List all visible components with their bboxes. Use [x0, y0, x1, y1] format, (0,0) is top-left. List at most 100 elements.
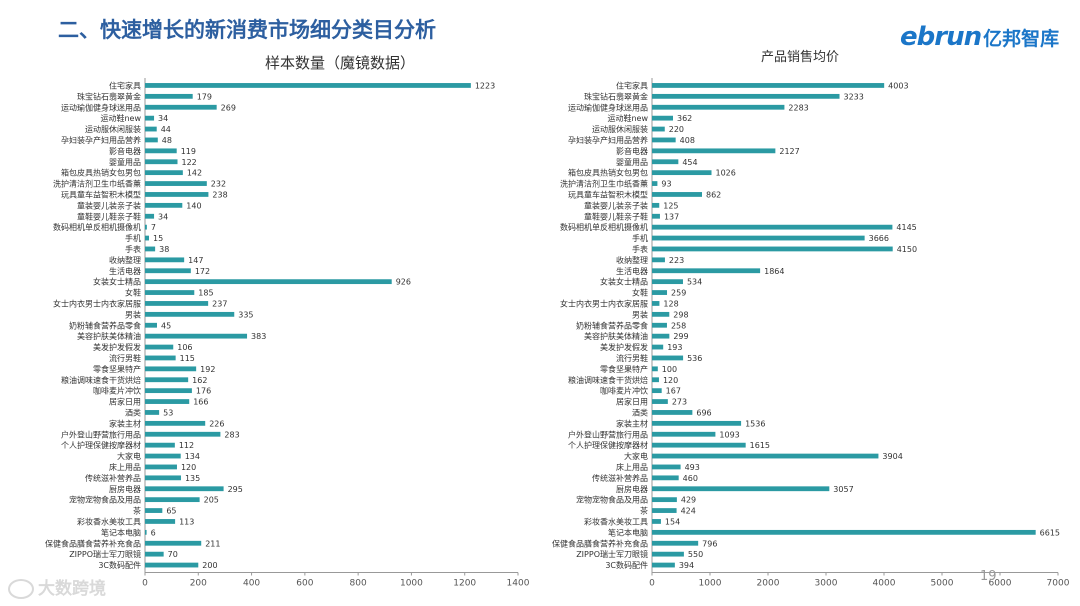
chart1-category-label: 酒类 — [125, 407, 141, 417]
chart2-category-label: 运动服休闲服装 — [592, 124, 648, 134]
chart2-category-label: 奶粉辅食营养品零食 — [576, 320, 648, 330]
chart2-value-label: 2283 — [788, 103, 808, 112]
chart1-value-label: 112 — [179, 441, 194, 450]
chart2-category-label: 手机 — [632, 233, 648, 243]
chart1-value-label: 38 — [159, 245, 169, 254]
chart2-bar — [652, 562, 675, 568]
chart1-value-label: 53 — [163, 408, 173, 417]
chart1-bar — [145, 475, 181, 481]
chart2-value-label: 3057 — [833, 485, 853, 494]
chart2-value-label: 796 — [702, 539, 717, 548]
chart1-value-label: 226 — [209, 419, 224, 428]
chart1-value-label: 162 — [192, 376, 207, 385]
chart2-value-label: 454 — [682, 158, 697, 167]
chart1-bar — [145, 540, 202, 546]
chart2-value-label: 120 — [663, 376, 678, 385]
chart2-category-label: 童装婴儿装亲子装 — [584, 200, 648, 210]
chart2-value-label: 1536 — [745, 419, 765, 428]
chart1-bar — [145, 148, 177, 154]
chart1-bar — [145, 442, 175, 448]
chart1-category-label: 箱包皮具热销女包男包 — [61, 168, 141, 178]
chart2-bar — [652, 192, 702, 197]
chart1-value-label: 119 — [181, 147, 196, 156]
chart2-bar — [652, 159, 679, 165]
chart1-category-label: 床上用品 — [109, 462, 141, 472]
chart1-bar — [145, 464, 177, 470]
chart2-bar — [652, 93, 840, 99]
chart2-value-label: 3233 — [844, 92, 864, 101]
chart1-bar — [145, 268, 191, 274]
chart1-category-label: 童装婴儿装亲子装 — [77, 200, 141, 210]
chart2-bar — [652, 213, 660, 219]
chart1-category-label: 笔记本电脑 — [101, 527, 141, 537]
chart2-category-label: 运动鞋new — [607, 113, 648, 123]
chart2-value-label: 2127 — [779, 147, 799, 156]
chart1-value-label: 48 — [162, 136, 172, 145]
chart2-category-label: 笔记本电脑 — [608, 527, 648, 537]
chart2-category-label: 传统滋补营养品 — [592, 473, 648, 483]
chart2-value-label: 137 — [664, 212, 679, 221]
chart2-category-label: 宠物宠物食品及用品 — [576, 495, 648, 505]
chart1-bar — [145, 529, 147, 535]
chart2-bar — [652, 322, 667, 328]
chart2-value-label: 3666 — [869, 234, 889, 243]
chart1-value-label: 15 — [153, 234, 163, 243]
chart2-x-tick-label: 4000 — [873, 579, 896, 589]
chart2-value-label: 299 — [673, 332, 688, 341]
chart2-value-label: 1093 — [719, 430, 739, 439]
chart1-bar — [145, 420, 206, 426]
chart1-category-label: 彩妆香水美妆工具 — [77, 516, 141, 526]
chart1-category-label: 流行男鞋 — [109, 353, 141, 363]
chart1-bar — [145, 159, 178, 165]
chart1-category-label: 粮油调味速食干货烘焙 — [61, 375, 141, 385]
chart1-value-label: 147 — [188, 256, 203, 265]
chart1-value-label: 232 — [211, 180, 226, 189]
chart1-bar — [145, 257, 185, 263]
chart2-bar — [652, 508, 677, 513]
chart2-bar — [652, 431, 716, 437]
chart1-value-label: 1223 — [475, 81, 495, 90]
chart2-value-label: 493 — [685, 463, 700, 472]
chart2-bar — [652, 104, 785, 110]
chart1-value-label: 34 — [158, 114, 168, 123]
chart1-category-label: 运动瑜伽健身球迷用品 — [61, 102, 141, 112]
chart2-category-label: 保健食品膳食营养补充食品 — [552, 538, 648, 548]
chart1-value-label: 172 — [195, 267, 210, 276]
chart1-bar — [145, 333, 248, 339]
chart2-bar — [652, 366, 658, 372]
chart2-category-label: 箱包皮具热销女包男包 — [568, 168, 648, 178]
chart2-bar — [652, 519, 661, 524]
chart2-bar — [652, 148, 776, 154]
chart1-category-label: 玩具童车益智积木模型 — [61, 189, 141, 199]
chart2-bar — [652, 181, 658, 186]
chart1-x-tick-label: 1200 — [453, 579, 476, 589]
chart1-bar — [145, 104, 217, 110]
chart2-bar — [652, 377, 659, 383]
chart1-category-label: 美容护肤美体精油 — [77, 331, 141, 341]
chart1-bar — [145, 235, 149, 241]
chart1-category-label: 宠物宠物食品及用品 — [69, 495, 141, 505]
chart1-value-label: 70 — [168, 550, 178, 559]
logo-text-cn: 亿邦智库 — [983, 28, 1060, 50]
chart2-bar — [652, 551, 684, 557]
chart1-value-label: 200 — [202, 561, 217, 570]
chart2-category-label: 婴童用品 — [616, 157, 648, 167]
chart1-category-label: 女士内衣男士内衣家居服 — [53, 298, 141, 308]
chart2-value-label: 4003 — [888, 81, 908, 90]
chart2-value-label: 429 — [681, 496, 696, 505]
chart2-bar — [652, 420, 742, 426]
chart2-value-label: 273 — [672, 398, 687, 407]
chart2-value-label: 534 — [687, 278, 702, 287]
chart2-x-tick-label: 1000 — [699, 579, 722, 589]
chart2-category-label: 男装 — [632, 309, 648, 319]
chart2-value-label: 696 — [696, 408, 711, 417]
chart2-category-label: 运动瑜伽健身球迷用品 — [568, 102, 648, 112]
chart2-category-label: 美发护发假发 — [600, 342, 648, 352]
chart1-category-label: 住宅家具 — [109, 80, 141, 90]
chart1-category-label: 家装主材 — [109, 418, 141, 428]
chart1-category-label: 大家电 — [117, 451, 141, 461]
chart2-value-label: 4145 — [896, 223, 916, 232]
chart1-value-label: 45 — [161, 321, 171, 330]
chart2-category-label: 流行男鞋 — [616, 353, 648, 363]
